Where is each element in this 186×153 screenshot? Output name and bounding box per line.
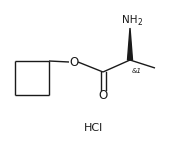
Text: HCl: HCl [83,123,103,133]
Text: NH: NH [122,15,138,25]
Text: O: O [69,56,79,69]
Text: O: O [98,88,108,101]
Text: &1: &1 [132,68,142,74]
Polygon shape [127,28,132,60]
Text: 2: 2 [138,17,143,26]
